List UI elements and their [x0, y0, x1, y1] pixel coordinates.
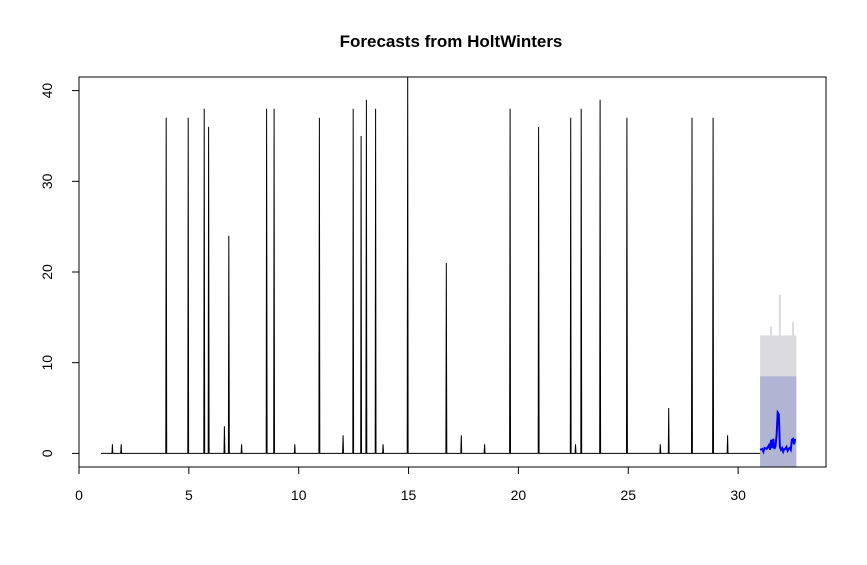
- y-tick-label: 40: [39, 83, 55, 99]
- plot-frame: [78, 76, 827, 468]
- x-tick-label: 5: [185, 487, 193, 503]
- x-axis: 0 5 10 15 20 25 30: [75, 466, 746, 503]
- y-axis: 0 10 20 30 40: [39, 83, 80, 457]
- x-tick-label: 20: [511, 487, 527, 503]
- x-tick-label: 15: [401, 487, 417, 503]
- forecast-series-line: [759, 409, 797, 455]
- x-tick-label: 25: [620, 487, 636, 503]
- observed-series-line: [101, 77, 761, 454]
- x-tick-label: 0: [75, 487, 83, 503]
- chart-title: Forecasts from HoltWinters: [340, 32, 563, 51]
- x-tick-label: 10: [291, 487, 307, 503]
- y-tick-label: 0: [39, 449, 55, 457]
- series-group: [101, 77, 797, 455]
- x-tick-label: 30: [730, 487, 746, 503]
- prediction-intervals: [760, 294, 797, 467]
- y-tick-label: 30: [39, 173, 55, 189]
- y-tick-label: 10: [39, 355, 55, 371]
- y-tick-label: 20: [39, 264, 55, 280]
